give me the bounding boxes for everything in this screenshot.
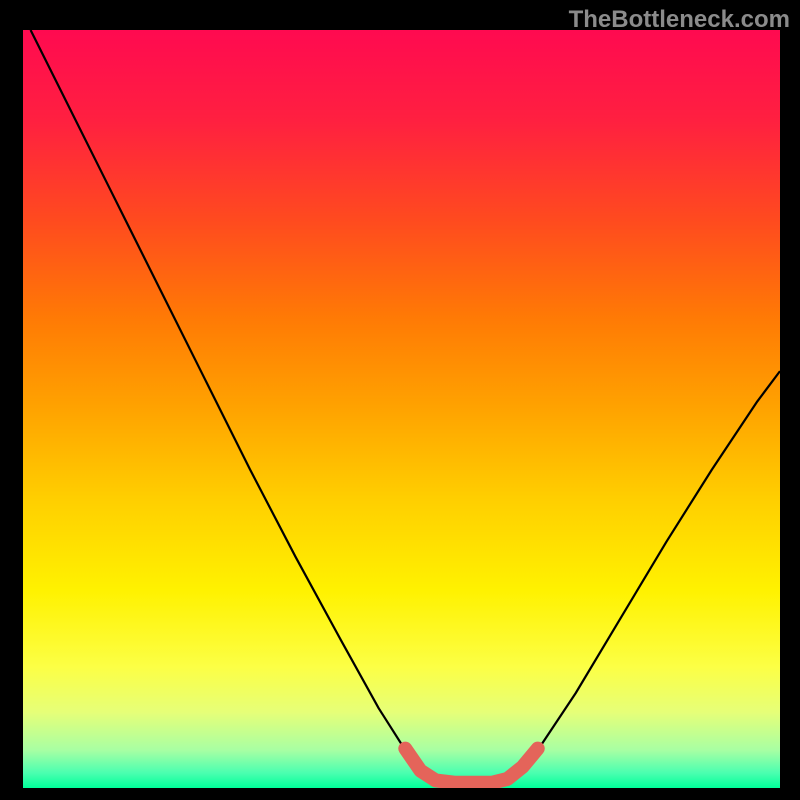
plot-area	[23, 30, 780, 788]
chart-frame: TheBottleneck.com	[0, 0, 800, 800]
watermark-text: TheBottleneck.com	[569, 6, 790, 34]
gradient-background	[23, 30, 780, 788]
chart-svg	[23, 30, 780, 788]
